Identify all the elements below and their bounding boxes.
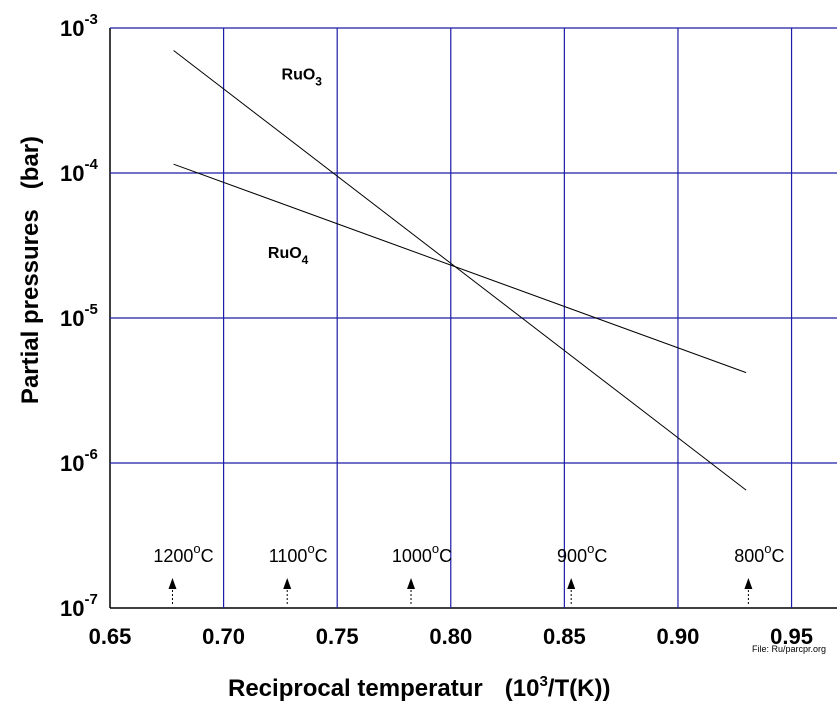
x-tick-label: 0.75 xyxy=(316,624,359,649)
temp-unit: C xyxy=(315,546,328,566)
temperature-label: 1000oC xyxy=(392,541,452,566)
temp-deg: o xyxy=(193,541,200,556)
x-tick-label: 0.80 xyxy=(429,624,472,649)
temp-num: 1100 xyxy=(269,546,308,566)
x-tick-label: 0.70 xyxy=(202,624,245,649)
temperature-markers: 1200oC 1100oC 1000oC 900oC 800oC xyxy=(153,541,785,605)
marker-arrow-icon xyxy=(168,578,177,589)
y-tick-base: 10 xyxy=(60,596,84,621)
x-tick-label: 0.65 xyxy=(89,624,132,649)
x-axis-title-main: Reciprocal temperatur xyxy=(228,675,483,702)
temp-unit: C xyxy=(772,546,785,566)
x-tick-label: 0.85 xyxy=(543,624,586,649)
y-tick-exp: -7 xyxy=(84,591,97,608)
temp-num: 900 xyxy=(557,546,587,566)
temp-unit: C xyxy=(439,546,452,566)
y-tick-exp: -3 xyxy=(84,11,97,28)
series-lines xyxy=(173,50,747,491)
temp-unit: C xyxy=(594,546,607,566)
y-tick-label: 10-7 xyxy=(60,591,98,621)
temp-unit: C xyxy=(201,546,214,566)
y-tick-label: 10-3 xyxy=(60,11,98,41)
x-axis-unit-sup: 3 xyxy=(539,673,547,690)
y-tick-exp: -5 xyxy=(84,301,97,318)
temp-num: 800 xyxy=(734,546,764,566)
temperature-marker: 1100oC xyxy=(269,541,328,605)
y-tick-exp: -4 xyxy=(84,156,98,173)
series-label-ruo3: RuO3 xyxy=(282,67,323,89)
x-axis-unit-post: /T(K)) xyxy=(548,675,611,702)
grid-lines xyxy=(109,27,837,609)
y-tick-exp: -6 xyxy=(84,446,97,463)
marker-arrow-icon xyxy=(567,578,576,589)
marker-arrow-icon xyxy=(744,578,753,589)
temp-num: 1000 xyxy=(392,546,432,566)
y-axis-title: Partial pressures (bar) xyxy=(17,136,44,404)
x-tick-label: 0.90 xyxy=(657,624,700,649)
temp-deg: o xyxy=(432,541,439,556)
temperature-label: 1100oC xyxy=(269,541,328,566)
x-axis-unit-pre: (10 xyxy=(505,675,540,702)
temperature-label: 1200oC xyxy=(153,541,213,566)
y-tick-label: 10-5 xyxy=(60,301,98,331)
x-axis-title: Reciprocal temperatur (103/T(K)) xyxy=(228,673,610,702)
series-label-sub: 4 xyxy=(302,253,309,267)
series-line-ruo3 xyxy=(173,50,747,491)
y-tick-base: 10 xyxy=(60,161,84,186)
y-tick-base: 10 xyxy=(60,16,84,41)
y-tick-base: 10 xyxy=(60,306,84,331)
marker-arrow-icon xyxy=(407,578,416,589)
x-tick-label: 0.95 xyxy=(770,624,813,649)
temp-deg: o xyxy=(764,541,771,556)
series-label-main: RuO xyxy=(282,67,316,84)
temperature-marker: 800oC xyxy=(734,541,785,605)
series-label-ruo4: RuO4 xyxy=(268,245,309,267)
tick-labels: 0.65 0.70 0.75 0.80 0.85 0.90 0.9510-710-610-5… xyxy=(60,11,813,649)
temp-deg: o xyxy=(587,541,594,556)
temp-num: 1200 xyxy=(153,546,193,566)
marker-arrow-icon xyxy=(283,578,292,589)
y-tick-label: 10-6 xyxy=(60,446,98,476)
y-tick-label: 10-4 xyxy=(60,156,98,186)
y-axis-unit: (bar) xyxy=(17,136,44,189)
temperature-marker: 1200oC xyxy=(153,541,214,605)
file-note: File: Ru/parcpr.org xyxy=(752,644,826,654)
y-axis-title-main: Partial pressures xyxy=(17,209,44,404)
series-line-ruo4 xyxy=(173,163,747,374)
temperature-marker: 900oC xyxy=(557,541,607,605)
temperature-label: 800oC xyxy=(734,541,784,566)
series-label-sub: 3 xyxy=(315,75,322,89)
temp-deg: o xyxy=(307,541,314,556)
y-tick-base: 10 xyxy=(60,451,84,476)
temperature-label: 900oC xyxy=(557,541,607,566)
temperature-marker: 1000oC xyxy=(392,541,452,605)
series-label-main: RuO xyxy=(268,245,302,262)
